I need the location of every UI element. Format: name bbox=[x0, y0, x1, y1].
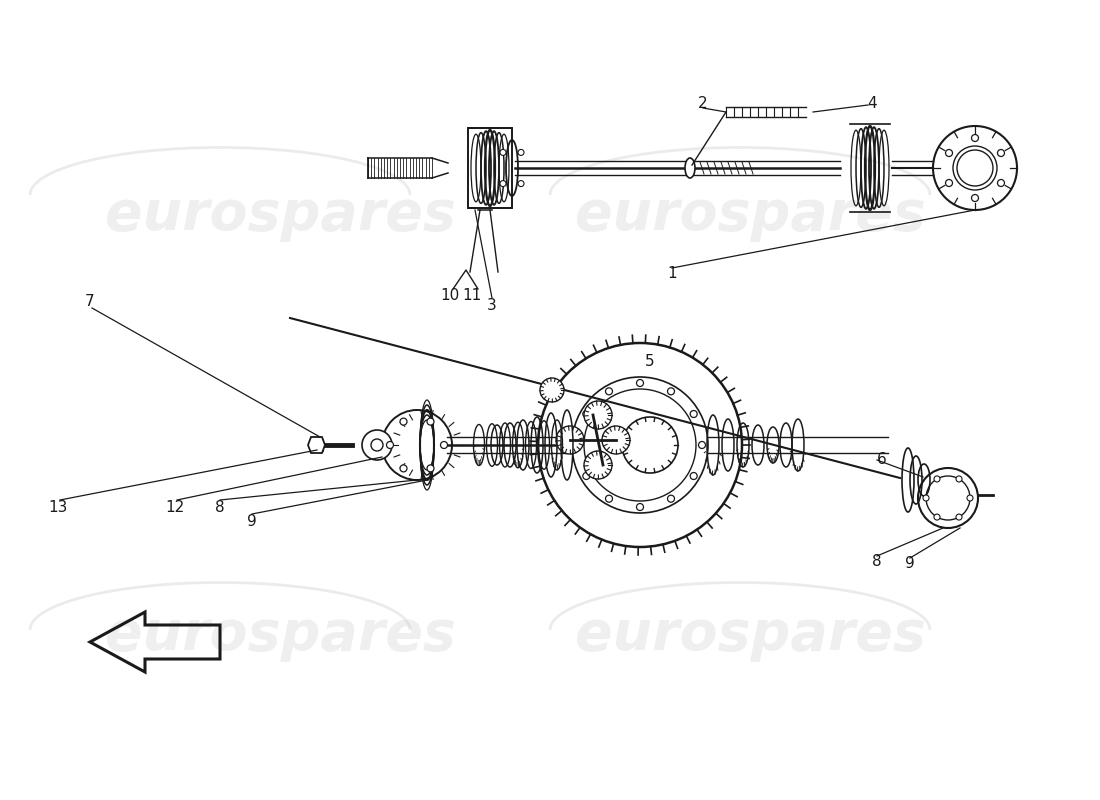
Circle shape bbox=[637, 503, 644, 510]
Circle shape bbox=[386, 442, 394, 449]
Circle shape bbox=[698, 442, 705, 449]
Circle shape bbox=[690, 410, 697, 418]
Circle shape bbox=[583, 410, 590, 418]
Circle shape bbox=[440, 442, 448, 449]
Circle shape bbox=[605, 495, 613, 502]
Circle shape bbox=[967, 495, 974, 501]
Text: eurospares: eurospares bbox=[574, 608, 925, 662]
Text: 11: 11 bbox=[462, 289, 482, 303]
Circle shape bbox=[690, 473, 697, 479]
Text: 1: 1 bbox=[668, 266, 676, 282]
Circle shape bbox=[518, 181, 524, 186]
Circle shape bbox=[518, 150, 524, 155]
Text: 13: 13 bbox=[48, 499, 68, 514]
Circle shape bbox=[923, 495, 930, 501]
Circle shape bbox=[971, 134, 979, 142]
Circle shape bbox=[946, 179, 953, 186]
Text: eurospares: eurospares bbox=[104, 608, 455, 662]
Circle shape bbox=[668, 388, 674, 395]
Text: eurospares: eurospares bbox=[574, 188, 925, 242]
Circle shape bbox=[362, 430, 392, 460]
Text: 6: 6 bbox=[877, 453, 887, 467]
Circle shape bbox=[998, 179, 1004, 186]
Circle shape bbox=[605, 388, 613, 395]
Circle shape bbox=[500, 181, 506, 186]
Text: 7: 7 bbox=[85, 294, 95, 310]
Circle shape bbox=[400, 465, 407, 472]
Text: 4: 4 bbox=[867, 95, 877, 110]
Circle shape bbox=[668, 495, 674, 502]
Ellipse shape bbox=[685, 158, 695, 178]
Text: 9: 9 bbox=[248, 514, 257, 529]
Text: 9: 9 bbox=[905, 557, 915, 571]
Circle shape bbox=[584, 401, 612, 429]
Text: 3: 3 bbox=[487, 298, 497, 314]
Circle shape bbox=[998, 150, 1004, 157]
Circle shape bbox=[934, 476, 940, 482]
Circle shape bbox=[583, 473, 590, 479]
Circle shape bbox=[946, 150, 953, 157]
Circle shape bbox=[556, 426, 584, 454]
Text: 8: 8 bbox=[872, 554, 882, 570]
Circle shape bbox=[602, 426, 630, 454]
Text: 5: 5 bbox=[646, 354, 654, 370]
Bar bbox=[468, 128, 512, 208]
Circle shape bbox=[427, 418, 434, 425]
Text: 12: 12 bbox=[165, 499, 185, 514]
Polygon shape bbox=[308, 437, 324, 453]
Circle shape bbox=[500, 150, 506, 155]
Text: 2: 2 bbox=[698, 95, 707, 110]
Circle shape bbox=[637, 379, 644, 386]
Circle shape bbox=[574, 442, 582, 449]
Text: eurospares: eurospares bbox=[104, 188, 455, 242]
Circle shape bbox=[540, 378, 564, 402]
Circle shape bbox=[427, 465, 434, 472]
Circle shape bbox=[971, 194, 979, 202]
Circle shape bbox=[956, 476, 962, 482]
Circle shape bbox=[956, 514, 962, 520]
Circle shape bbox=[934, 514, 940, 520]
Circle shape bbox=[584, 451, 612, 479]
Circle shape bbox=[400, 418, 407, 425]
Text: 10: 10 bbox=[440, 289, 460, 303]
Text: 8: 8 bbox=[216, 499, 224, 514]
